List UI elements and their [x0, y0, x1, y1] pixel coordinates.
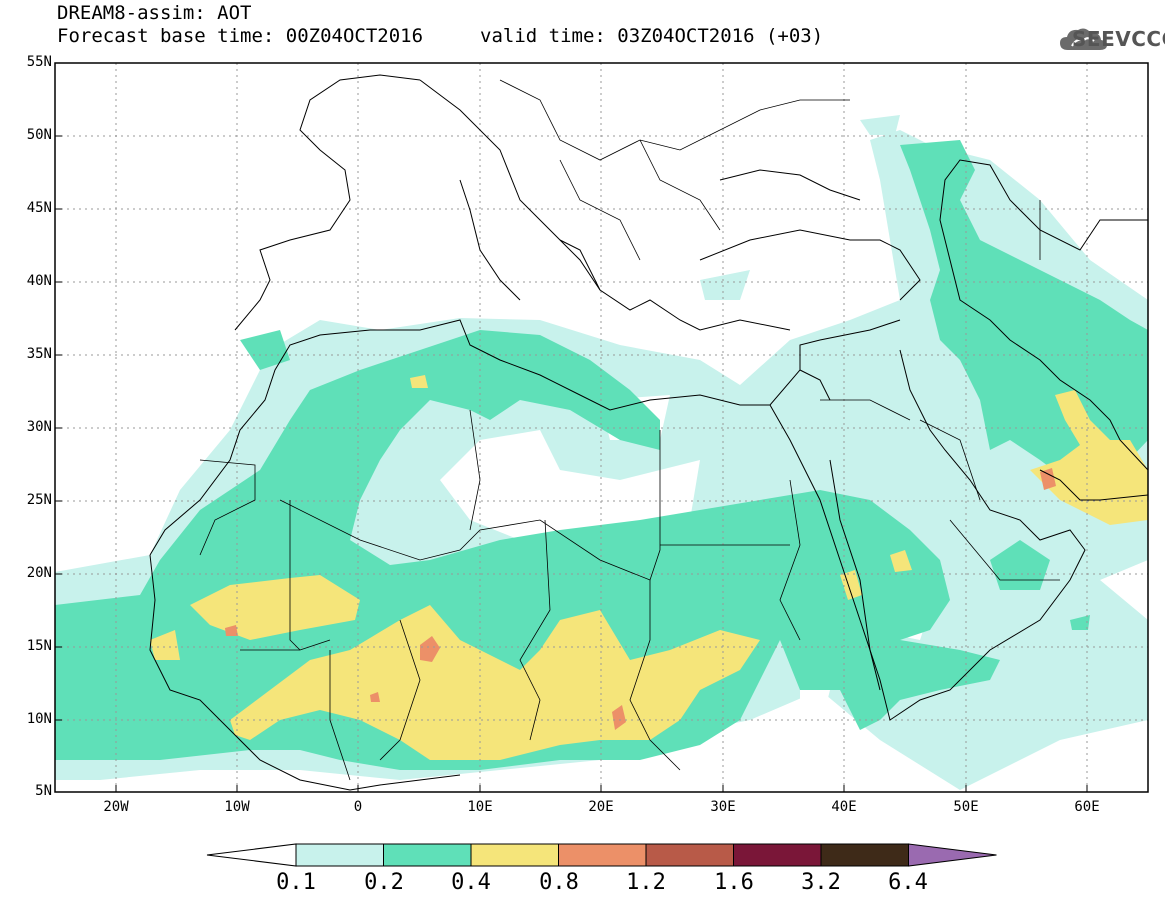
forecast-base-time: Forecast base time: 00Z04OCT2016 — [57, 25, 424, 47]
graticule — [55, 63, 1148, 792]
country-borders — [199, 79, 1060, 781]
lon-label: 60E — [1074, 799, 1100, 815]
colorbar-label: 0.1 — [276, 870, 316, 895]
map-title: DREAM8-assim: AOT — [57, 2, 252, 24]
lon-label: 20E — [588, 799, 614, 815]
colorbar-label: 0.4 — [451, 870, 491, 895]
lat-label: 50N — [26, 127, 52, 143]
lat-label: 15N — [26, 638, 52, 654]
lon-label: 30E — [710, 799, 736, 815]
colorbar-label: 3.2 — [801, 870, 841, 895]
lat-label: 30N — [26, 419, 52, 435]
lon-label: 50E — [953, 799, 979, 815]
lat-label: 5N — [35, 783, 52, 799]
lon-label: 0 — [353, 799, 363, 815]
aot-field-0.4 — [150, 375, 1148, 760]
lon-label: 10W — [224, 799, 250, 815]
valid-time: valid time: 03Z04OCT2016 (+03) — [480, 25, 824, 47]
lon-label: 20W — [103, 799, 129, 815]
lat-label: 55N — [26, 54, 52, 70]
lat-label: 45N — [26, 200, 52, 216]
lat-label: 10N — [26, 711, 52, 727]
colorbar-label: 0.8 — [539, 870, 579, 895]
lon-label: 40E — [831, 799, 857, 815]
lon-label: 10E — [467, 799, 493, 815]
logo-text: SEEVCCC — [1072, 27, 1165, 51]
cloud-icon — [1060, 28, 1108, 50]
colorbar-label: 1.6 — [714, 870, 754, 895]
lat-label: 40N — [26, 273, 52, 289]
colorbar-label: 1.2 — [626, 870, 666, 895]
aot-field-0.8 — [225, 468, 1056, 730]
colorbar-label: 0.2 — [364, 870, 404, 895]
axis-ticks — [55, 62, 1088, 792]
lat-label: 25N — [26, 492, 52, 508]
aot-field-0.2 — [55, 140, 1148, 770]
lat-label: 35N — [26, 346, 52, 362]
lat-label: 20N — [26, 565, 52, 581]
colorbar-label: 6.4 — [888, 870, 928, 895]
